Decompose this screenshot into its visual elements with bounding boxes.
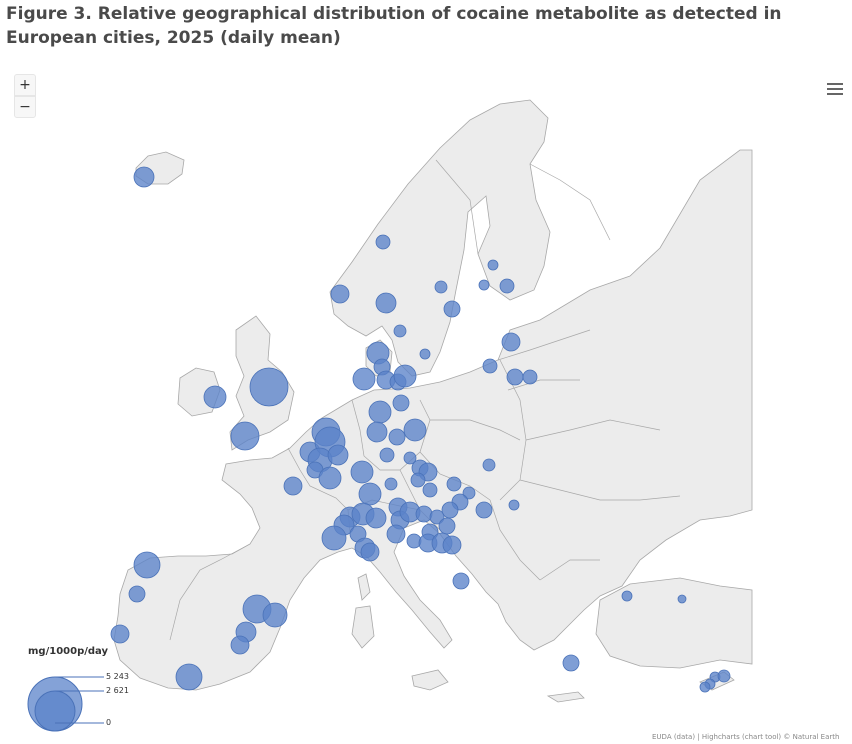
city-bubble[interactable] xyxy=(419,348,431,360)
city-bubble[interactable] xyxy=(410,472,426,488)
city-bubble[interactable] xyxy=(283,476,303,496)
city-bubble[interactable] xyxy=(133,166,155,188)
land-anatolia xyxy=(595,577,753,669)
city-bubble[interactable] xyxy=(438,517,456,535)
city-bubble[interactable] xyxy=(415,505,433,523)
bubble-layer xyxy=(110,166,731,693)
city-bubble[interactable] xyxy=(230,421,260,451)
size-legend xyxy=(27,676,104,732)
city-bubble[interactable] xyxy=(429,509,445,525)
zoom-out-button[interactable]: − xyxy=(14,96,36,118)
city-bubble[interactable] xyxy=(110,624,130,644)
city-bubble[interactable] xyxy=(482,358,498,374)
city-bubble[interactable] xyxy=(699,681,711,693)
city-bubble[interactable] xyxy=(499,278,515,294)
city-bubble[interactable] xyxy=(482,458,496,472)
city-bubble[interactable] xyxy=(368,400,392,424)
city-bubble[interactable] xyxy=(677,594,687,604)
city-bubble[interactable] xyxy=(442,535,462,555)
city-bubble[interactable] xyxy=(403,451,417,465)
city-bubble[interactable] xyxy=(365,507,387,529)
city-bubble[interactable] xyxy=(506,368,524,386)
city-bubble[interactable] xyxy=(384,477,398,491)
legend-mid-bubble xyxy=(34,690,76,732)
city-bubble[interactable] xyxy=(443,300,461,318)
city-bubble[interactable] xyxy=(350,460,374,484)
city-bubble[interactable] xyxy=(358,482,382,506)
land-crete xyxy=(546,691,585,703)
city-bubble[interactable] xyxy=(133,551,161,579)
city-bubble[interactable] xyxy=(501,332,521,352)
city-bubble[interactable] xyxy=(441,501,459,519)
city-bubble[interactable] xyxy=(403,418,427,442)
city-bubble[interactable] xyxy=(462,486,476,500)
city-bubble[interactable] xyxy=(621,590,633,602)
city-bubble[interactable] xyxy=(446,476,462,492)
city-bubble[interactable] xyxy=(717,669,731,683)
land-corsica xyxy=(357,573,371,601)
legend-mid-label: 2 621 xyxy=(106,686,129,695)
city-bubble[interactable] xyxy=(249,367,289,407)
city-bubble[interactable] xyxy=(330,284,350,304)
city-bubble[interactable] xyxy=(386,524,406,544)
legend-max-label: 5 243 xyxy=(106,672,129,681)
city-bubble[interactable] xyxy=(434,280,448,294)
land-sardinia xyxy=(351,605,375,649)
zoom-in-button[interactable]: + xyxy=(14,74,36,96)
map-credits[interactable]: EUDA (data) | Highcharts (chart tool) © … xyxy=(652,733,840,741)
city-bubble[interactable] xyxy=(475,501,493,519)
city-bubble[interactable] xyxy=(262,602,288,628)
city-bubble[interactable] xyxy=(388,428,406,446)
city-bubble[interactable] xyxy=(128,585,146,603)
city-bubble[interactable] xyxy=(392,394,410,412)
city-bubble[interactable] xyxy=(318,466,342,490)
city-bubble[interactable] xyxy=(522,369,538,385)
city-bubble[interactable] xyxy=(508,499,520,511)
city-bubble[interactable] xyxy=(352,367,376,391)
city-bubble[interactable] xyxy=(375,292,397,314)
city-bubble[interactable] xyxy=(327,444,349,466)
city-bubble[interactable] xyxy=(562,654,580,672)
city-bubble[interactable] xyxy=(452,572,470,590)
land-sicily xyxy=(411,669,449,691)
legend-min-label: 0 xyxy=(106,718,112,727)
hamburger-menu-icon[interactable] xyxy=(826,81,844,99)
chart-title: Figure 3. Relative geographical distribu… xyxy=(6,4,782,48)
city-bubble[interactable] xyxy=(422,482,438,498)
legend-title: mg/1000p/day xyxy=(28,646,108,657)
city-bubble[interactable] xyxy=(393,324,407,338)
city-bubble[interactable] xyxy=(175,663,203,691)
city-bubble[interactable] xyxy=(375,234,391,250)
city-bubble[interactable] xyxy=(230,635,250,655)
city-bubble[interactable] xyxy=(321,525,347,551)
city-bubble[interactable] xyxy=(360,542,380,562)
city-bubble[interactable] xyxy=(379,447,395,463)
city-bubble[interactable] xyxy=(393,364,417,388)
city-bubble[interactable] xyxy=(478,279,490,291)
city-bubble[interactable] xyxy=(487,259,499,271)
city-bubble[interactable] xyxy=(366,421,388,443)
city-bubble[interactable] xyxy=(203,385,227,409)
